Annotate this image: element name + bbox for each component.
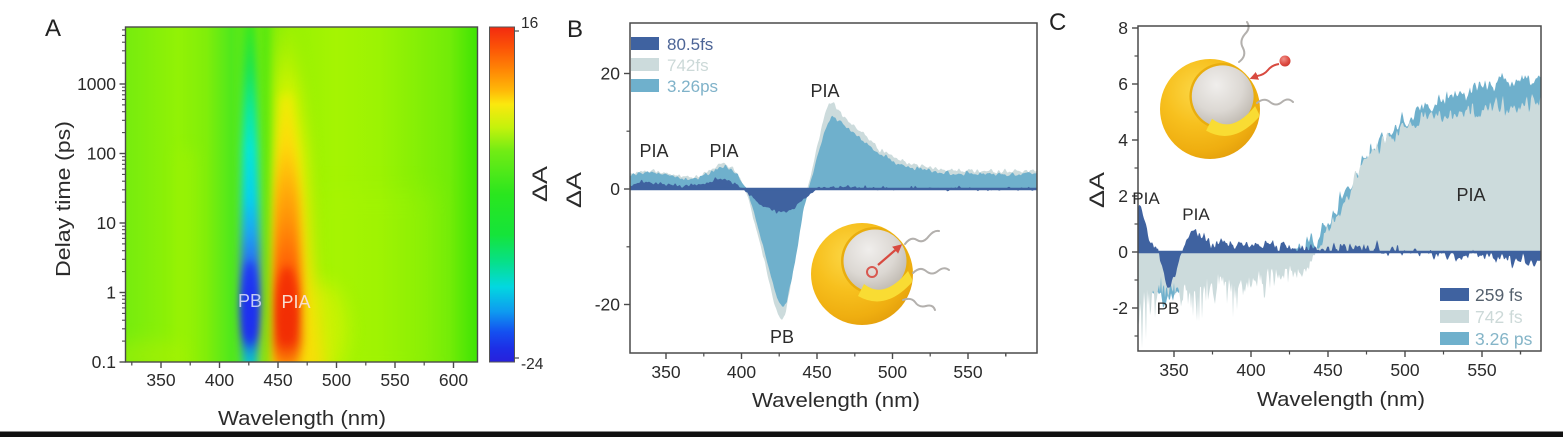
svg-text:100: 100 — [87, 144, 116, 164]
svg-text:350: 350 — [1159, 360, 1188, 380]
svg-text:0: 0 — [1118, 242, 1128, 262]
svg-text:PIA: PIA — [810, 81, 839, 101]
svg-text:450: 450 — [802, 362, 831, 382]
svg-text:350: 350 — [651, 362, 680, 382]
svg-text:450: 450 — [263, 370, 292, 390]
svg-text:PIA: PIA — [281, 292, 310, 312]
svg-text:80.5fs: 80.5fs — [667, 35, 713, 54]
svg-text:PB: PB — [238, 291, 262, 311]
svg-text:PIA: PIA — [639, 141, 668, 161]
svg-text:PB: PB — [770, 327, 794, 347]
svg-text:Wavelength (nm): Wavelength (nm) — [218, 408, 386, 430]
svg-text:350: 350 — [146, 370, 175, 390]
svg-text:Wavelength (nm): Wavelength (nm) — [752, 390, 920, 412]
svg-text:ΔA: ΔA — [563, 172, 586, 208]
svg-text:1: 1 — [106, 283, 116, 303]
svg-text:6: 6 — [1118, 74, 1128, 94]
svg-text:Wavelength (nm): Wavelength (nm) — [1257, 389, 1425, 411]
svg-text:8: 8 — [1118, 18, 1128, 38]
svg-text:PIA: PIA — [1456, 185, 1485, 205]
svg-text:600: 600 — [439, 370, 468, 390]
svg-text:-2: -2 — [1112, 298, 1128, 318]
svg-text:Delay time (ps): Delay time (ps) — [53, 121, 75, 277]
svg-text:742 fs: 742 fs — [1475, 307, 1523, 327]
svg-text:-20: -20 — [595, 295, 621, 315]
svg-text:500: 500 — [878, 362, 907, 382]
svg-text:20: 20 — [601, 64, 621, 84]
svg-text:-24: -24 — [521, 356, 544, 373]
svg-text:ΔA: ΔA — [1086, 172, 1109, 208]
svg-text:PB: PB — [1157, 299, 1180, 318]
svg-text:450: 450 — [1313, 360, 1342, 380]
svg-text:3.26 ps: 3.26 ps — [1475, 329, 1533, 349]
svg-text:ΔA: ΔA — [529, 166, 552, 202]
svg-text:259 fs: 259 fs — [1475, 285, 1523, 305]
svg-text:C: C — [1049, 9, 1066, 36]
svg-text:B: B — [567, 16, 583, 43]
svg-text:10: 10 — [97, 213, 117, 233]
svg-text:500: 500 — [1390, 360, 1419, 380]
svg-text:PIA: PIA — [1182, 205, 1210, 224]
svg-text:500: 500 — [322, 370, 351, 390]
svg-text:400: 400 — [1236, 360, 1265, 380]
svg-text:16: 16 — [521, 15, 538, 32]
svg-text:2: 2 — [1118, 186, 1128, 206]
svg-text:0: 0 — [610, 179, 620, 199]
svg-text:4: 4 — [1118, 130, 1128, 150]
svg-text:400: 400 — [727, 362, 756, 382]
svg-text:550: 550 — [953, 362, 982, 382]
svg-text:742fs: 742fs — [667, 56, 709, 75]
svg-text:PIA: PIA — [709, 141, 738, 161]
svg-text:550: 550 — [1467, 360, 1496, 380]
svg-text:1000: 1000 — [77, 74, 116, 94]
svg-text:0.1: 0.1 — [92, 352, 116, 372]
svg-text:3.26ps: 3.26ps — [667, 77, 718, 96]
svg-text:400: 400 — [205, 370, 234, 390]
svg-text:A: A — [45, 15, 61, 42]
svg-text:550: 550 — [380, 370, 409, 390]
svg-text:PIA: PIA — [1132, 189, 1160, 208]
